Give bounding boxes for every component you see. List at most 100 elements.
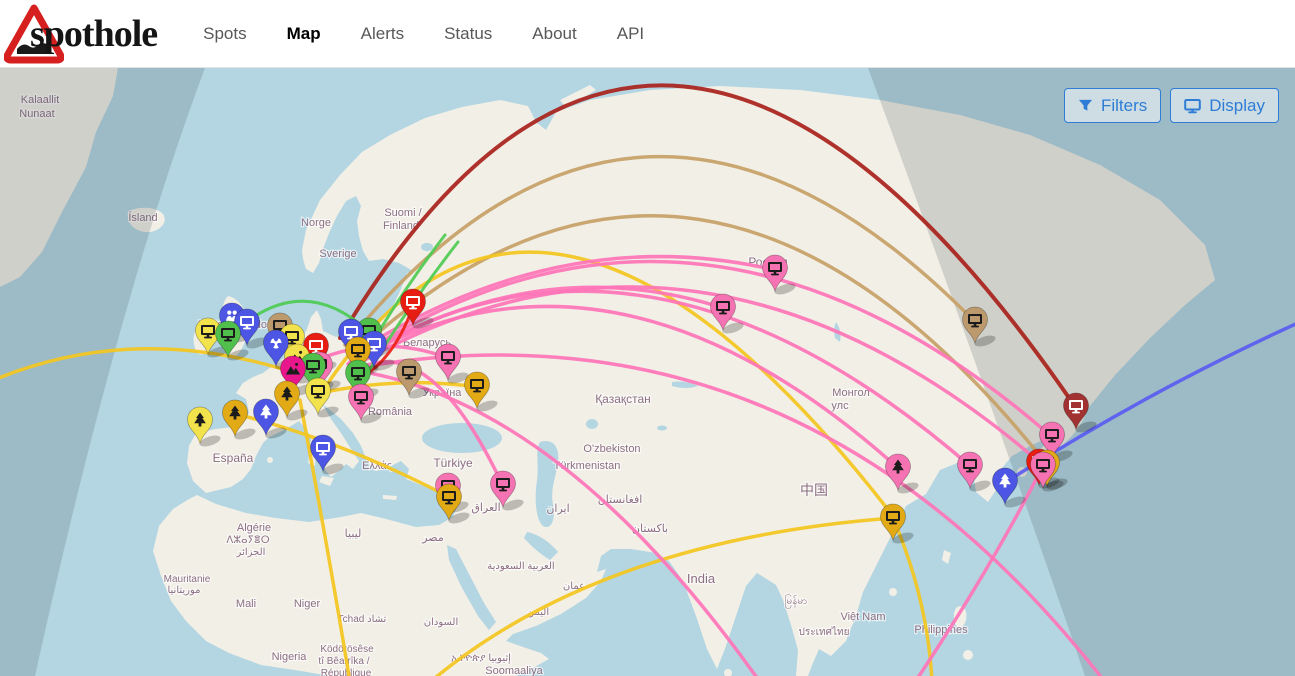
- map-marker-monitor[interactable]: [305, 377, 340, 420]
- map-container[interactable]: Kalaallit Nunaat Ísland Norge Suomi /Finland…: [0, 68, 1295, 676]
- black-sea: [422, 423, 502, 453]
- map-marker-monitor[interactable]: [436, 483, 471, 526]
- nav-item-api[interactable]: API: [616, 23, 645, 43]
- display-monitor-icon: [1184, 98, 1202, 113]
- map-marker-monitor[interactable]: [762, 254, 797, 297]
- nav-item-alerts[interactable]: Alerts: [360, 23, 405, 43]
- marker-shadow: [447, 372, 469, 384]
- landmass-novaya-zemlya: [560, 85, 596, 108]
- map-marker-monitor[interactable]: [195, 317, 230, 360]
- marker-shadow: [969, 480, 991, 492]
- map-label: မြန်မာ: [785, 593, 807, 609]
- map-label: O'zbekiston: [583, 443, 640, 455]
- nav-item-spots[interactable]: Spots: [203, 23, 247, 43]
- map-marker-monitor[interactable]: [396, 358, 431, 401]
- landmass-luzon: [953, 606, 967, 628]
- map-label: Ísland: [128, 211, 157, 224]
- map-label: Mauritanie: [164, 574, 211, 585]
- logo[interactable]: spothole: [0, 0, 158, 68]
- persian-gulf: [524, 532, 558, 560]
- radiation-icon: [270, 338, 282, 349]
- propagation-arc: [434, 516, 895, 676]
- spothole-warning-triangle-icon: [4, 4, 64, 63]
- monitor-icon: [1036, 459, 1050, 473]
- map-marker-tree[interactable]: [992, 467, 1027, 510]
- map-label: Монгол: [832, 387, 870, 399]
- map-label: باكستان: [632, 523, 668, 535]
- map-label: România: [368, 406, 413, 418]
- propagation-arc: [350, 259, 1054, 439]
- filters-button[interactable]: Filters: [1063, 88, 1162, 123]
- map-marker-tree[interactable]: [253, 398, 288, 441]
- map-marker-tree[interactable]: [885, 453, 920, 496]
- map-label: Tchad تشاد: [338, 614, 387, 625]
- map-marker-tree[interactable]: [222, 399, 257, 442]
- map-marker-monitor[interactable]: [1063, 392, 1098, 435]
- propagation-arc: [318, 380, 479, 395]
- map-marker-monitor[interactable]: [435, 343, 470, 386]
- map-marker-monitor[interactable]: [310, 434, 345, 477]
- map-marker-monitor[interactable]: [215, 320, 250, 363]
- landmass-sri-lanka: [724, 669, 732, 676]
- propagation-arc: [0, 347, 300, 380]
- map-label: Việt Nam: [840, 611, 885, 623]
- map-label: Беларусь: [403, 337, 451, 349]
- map-marker-monitor[interactable]: [880, 503, 915, 546]
- marker-shadow: [227, 349, 249, 361]
- map-label: India: [687, 571, 716, 586]
- lake-issyk-kul: [657, 425, 667, 431]
- map-toolbar: Filters Display: [1063, 88, 1279, 123]
- marker-shadow: [774, 283, 796, 295]
- map-label: Nunaat: [19, 108, 54, 120]
- map-marker-monitor[interactable]: [464, 371, 499, 414]
- map-label: العراق: [471, 502, 500, 514]
- tree-icon: [892, 459, 904, 474]
- nav-item-status[interactable]: Status: [444, 23, 493, 43]
- main-nav: Spots Map Alerts Status About API: [203, 24, 644, 44]
- monitor-icon: [716, 301, 730, 315]
- map-marker-tree[interactable]: [274, 380, 309, 423]
- map-marker-tree[interactable]: [187, 406, 222, 449]
- map-label: République: [321, 668, 372, 676]
- map-label: ايران: [546, 503, 569, 515]
- map-marker-monitor[interactable]: [962, 306, 997, 349]
- red-sea: [447, 545, 496, 630]
- monitor-icon: [470, 379, 484, 393]
- landmass-sakhalin: [1087, 330, 1097, 368]
- map-label: улс: [831, 400, 849, 412]
- map-marker-monitor[interactable]: [710, 293, 745, 336]
- landmass-greenland: [0, 68, 118, 287]
- marker-shadow: [974, 335, 996, 347]
- map-marker-monitor[interactable]: [361, 330, 396, 373]
- marker-shadow: [448, 512, 470, 524]
- map-label: السودان: [424, 617, 459, 628]
- tree-icon: [999, 473, 1011, 488]
- map-label: Kalaallit: [21, 94, 60, 106]
- marker-shadow: [1042, 480, 1064, 492]
- propagation-arc: [346, 304, 900, 470]
- map-marker-monitor[interactable]: [1030, 451, 1065, 494]
- marker-shadow: [246, 337, 268, 349]
- map-label: ⴷⵣⴰⵢⴻⵔ: [226, 535, 269, 546]
- tree-icon: [229, 405, 241, 420]
- marker-shadow: [892, 532, 914, 544]
- display-button-label: Display: [1209, 95, 1265, 115]
- landmass-mindanao: [963, 650, 973, 660]
- map-marker-monitor[interactable]: [400, 288, 435, 331]
- map-marker-monitor[interactable]: [957, 451, 992, 494]
- map-label: Suomi /: [384, 207, 422, 219]
- map-marker-monitor[interactable]: [348, 383, 383, 426]
- nav-item-about[interactable]: About: [532, 23, 577, 43]
- nav-item-map[interactable]: Map: [286, 23, 321, 43]
- map-marker-monitor[interactable]: [490, 470, 525, 513]
- display-button[interactable]: Display: [1170, 88, 1279, 123]
- filter-funnel-icon: [1078, 99, 1093, 111]
- tree-icon: [281, 386, 293, 401]
- landmass-iceland: [127, 207, 165, 233]
- map-markers-layer: [187, 254, 1098, 546]
- monitor-icon: [1069, 400, 1083, 414]
- map-label: مصر: [421, 532, 444, 544]
- tree-icon: [194, 412, 206, 427]
- map-marker-monitor[interactable]: [234, 308, 269, 351]
- propagation-arc: [916, 464, 1045, 676]
